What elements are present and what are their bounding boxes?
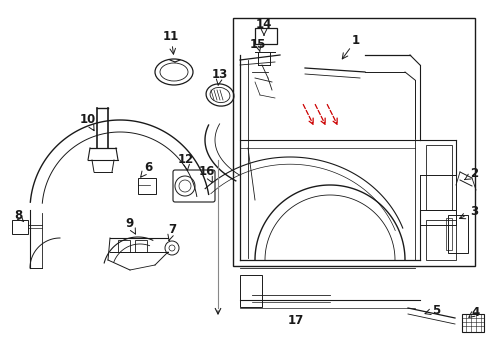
Text: 12: 12 — [178, 153, 194, 166]
Bar — [447, 215, 467, 253]
Text: 17: 17 — [287, 314, 304, 327]
Bar — [232, 18, 474, 266]
Bar — [138, 178, 156, 194]
Bar — [425, 220, 455, 260]
Text: 11: 11 — [163, 30, 179, 42]
Text: 10: 10 — [80, 113, 96, 126]
Bar — [461, 314, 483, 332]
Bar — [240, 275, 262, 307]
Text: 8: 8 — [14, 210, 22, 222]
Text: 6: 6 — [143, 162, 152, 175]
Text: 16: 16 — [199, 166, 215, 179]
Text: 3: 3 — [469, 206, 477, 219]
Text: 2: 2 — [469, 167, 477, 180]
Bar — [425, 145, 451, 210]
Text: 9: 9 — [125, 217, 134, 230]
Bar — [12, 220, 28, 234]
Bar — [118, 240, 130, 252]
Text: 14: 14 — [255, 18, 272, 31]
Text: 7: 7 — [167, 224, 176, 237]
Bar — [135, 240, 147, 252]
Text: 1: 1 — [351, 33, 359, 46]
Text: 13: 13 — [211, 68, 228, 81]
Text: 4: 4 — [471, 306, 479, 319]
Text: 15: 15 — [249, 37, 265, 50]
Text: 5: 5 — [431, 303, 439, 316]
Bar — [254, 28, 276, 44]
Bar — [445, 218, 451, 250]
